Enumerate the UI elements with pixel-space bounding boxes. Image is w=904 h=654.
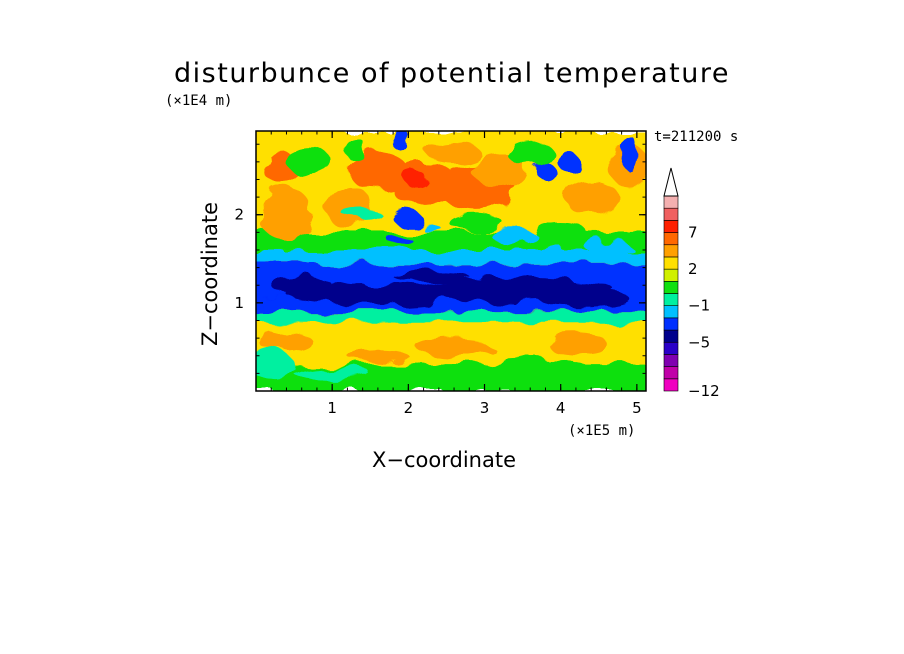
colorbar-swatch: [663, 317, 679, 331]
field-blob: [507, 139, 554, 167]
field-band-cyan-upper: [256, 249, 646, 264]
colorbar-extend-arrow: [663, 167, 679, 197]
contour-field: [256, 131, 646, 391]
field-blob: [473, 153, 527, 189]
field-blob: [492, 229, 538, 244]
colorbar-swatch: [663, 354, 679, 367]
field-blob: [256, 351, 295, 378]
x-tick-label: 2: [404, 399, 414, 417]
x-axis-label: X−coordinate: [372, 448, 516, 472]
field-band-bottom: [256, 364, 646, 391]
colorbar-swatch: [663, 207, 679, 221]
x-unit-label: (×1E5 m): [568, 423, 636, 439]
field-blob: [534, 223, 588, 242]
field-blob: [484, 357, 576, 372]
plot-frame: [255, 130, 647, 392]
field-blob: [404, 172, 428, 187]
field-blob: [263, 148, 295, 184]
field-blob: [343, 209, 382, 221]
colorbar-swatch: [663, 232, 679, 246]
colorbar-swatch: [663, 244, 679, 258]
field-band-cyan-lower: [256, 311, 646, 323]
field-blob: [271, 276, 333, 295]
field-blob: [583, 238, 630, 253]
field-blob: [564, 179, 618, 215]
field-blob: [389, 235, 413, 247]
x-tick-label: 4: [556, 399, 566, 417]
z-unit-label: (×1E4 m): [165, 93, 233, 109]
field-blob: [537, 289, 630, 308]
field-blob: [286, 148, 333, 176]
colorbar-swatch: [663, 256, 679, 270]
colorbar-label: −1: [688, 297, 710, 315]
colorbar-swatch: [663, 341, 679, 355]
colorbar-label: 2: [688, 260, 698, 278]
field-blob: [393, 212, 424, 226]
field-blob: [259, 188, 314, 242]
field-blob: [259, 294, 298, 312]
colorbar-swatch: [663, 268, 679, 282]
colorbar-swatch: [663, 366, 679, 380]
x-tick-label: 3: [480, 399, 490, 417]
field-blob: [556, 153, 580, 171]
field-blob: [415, 338, 493, 356]
field-blob: [347, 153, 409, 189]
field-blob: [450, 214, 504, 233]
field-blob: [621, 135, 637, 171]
y-axis-ticks: 12: [234, 143, 646, 374]
colorbar-label: 7: [688, 224, 698, 242]
field-blob: [259, 331, 314, 354]
field-blob: [545, 333, 607, 352]
field-blob: [347, 348, 409, 363]
y-tick-label: 1: [234, 294, 244, 312]
time-label: t=211200 s: [654, 129, 739, 145]
field-blob: [389, 131, 413, 149]
colorbar-swatch: [663, 220, 679, 233]
colorbar-swatch: [663, 378, 679, 392]
x-axis-ticks: 1 2 3 4 5: [270, 131, 642, 417]
colorbar-label: −12: [688, 382, 720, 400]
field-blob: [422, 223, 441, 233]
colorbar-swatch: [663, 293, 679, 306]
colorbar-label: −5: [688, 333, 710, 351]
field-blob: [427, 142, 481, 164]
x-tick-label: 1: [327, 399, 337, 417]
chart-title: disturbunce of potential temperature: [174, 58, 730, 89]
y-tick-label: 2: [234, 206, 244, 224]
field-blob: [393, 271, 470, 282]
colorbar-swatch: [663, 329, 679, 343]
field-blob: [343, 138, 367, 160]
field-blob: [324, 183, 371, 228]
field-blob: [536, 161, 555, 180]
field-layers: [256, 131, 646, 391]
colorbar-swatch: [663, 195, 679, 209]
colorbar: 7 2 −1 −5 −12: [663, 167, 720, 400]
field-blob: [316, 170, 348, 189]
colorbar-swatch: [663, 305, 679, 319]
field-blob: [294, 366, 371, 381]
colorbar-swatch: [663, 281, 679, 294]
x-tick-label: 5: [632, 399, 642, 417]
